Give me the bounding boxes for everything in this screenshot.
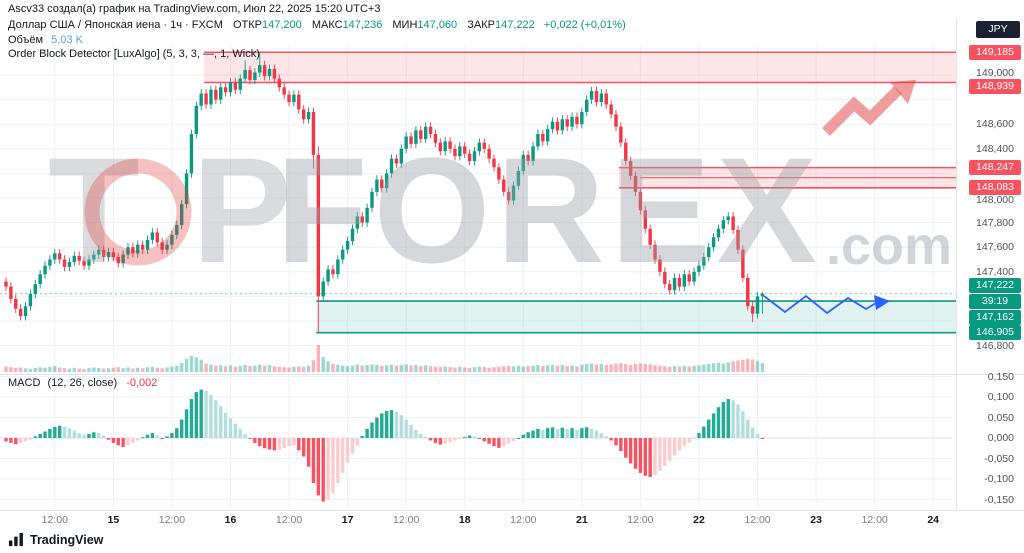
macd-name: MACD — [8, 377, 41, 389]
orderblock-indicator-legend[interactable]: Order Block Detector [LuxAlgo] (5, 3, 3,… — [8, 48, 260, 60]
macd-tick: 0,100 — [987, 391, 1014, 403]
close-label: ЗАКР — [467, 19, 495, 31]
price-level-label: 148,939 — [969, 79, 1021, 94]
high-label: МАКС — [311, 19, 343, 31]
macd-tick: 0,150 — [987, 370, 1014, 383]
volume-bars — [4, 344, 765, 372]
volume-value: 5,03 K — [51, 34, 83, 46]
time-label-day: 18 — [458, 514, 471, 526]
svg-text:.com: .com — [826, 216, 952, 276]
currency-badge[interactable]: JPY — [976, 21, 1020, 38]
svg-text:FOREX: FOREX — [276, 126, 823, 294]
price-level-label: 148,247 — [969, 160, 1021, 176]
price-tick: 149,000 — [976, 67, 1014, 79]
price-tick: 147,800 — [976, 216, 1014, 229]
low-value: 147,060 — [417, 19, 458, 31]
attribution-text: Ascv33 создал(а) график на TradingView.c… — [8, 3, 381, 15]
time-label-day: 16 — [224, 514, 237, 526]
projection-zigzag — [763, 294, 890, 315]
tradingview-brand-text[interactable]: TradingView — [30, 532, 104, 547]
macd-histogram — [4, 389, 765, 502]
high-value: 147,236 — [342, 19, 383, 31]
time-label-hour: 12:00 — [510, 514, 537, 526]
footer: TradingView — [8, 531, 103, 548]
time-label-hour: 12:00 — [275, 514, 303, 526]
watermark-arrow-icon — [822, 86, 902, 136]
time-label-hour: 12:00 — [744, 514, 771, 526]
time-label-hour: 12:00 — [41, 514, 68, 526]
price-level-label: 148,083 — [969, 180, 1021, 196]
macd-tick: -0,150 — [984, 493, 1014, 506]
change-value: +0,022 (+0,01%) — [543, 19, 626, 31]
time-label-hour: 12:00 — [627, 514, 654, 526]
time-label-hour: 12:00 — [861, 514, 888, 526]
tradingview-logo-icon — [8, 532, 23, 547]
time-label-day: 15 — [107, 514, 120, 526]
price-level-label: 149,185 — [969, 44, 1021, 60]
symbol-title: Доллар США / Японская иена · 1ч · FXCM — [8, 19, 223, 31]
svg-text:P: P — [192, 126, 292, 294]
time-label-day: 23 — [810, 514, 822, 526]
time-label-hour: 12:00 — [393, 514, 420, 526]
macd-tick: 0,050 — [987, 411, 1014, 424]
volume-label: Объём — [8, 34, 44, 46]
price-tick: 148,400 — [976, 142, 1014, 155]
order-block-zones — [204, 51, 956, 334]
close-value: 147,222 — [494, 19, 535, 31]
time-label-day: 22 — [693, 514, 705, 526]
price-tick: 146,800 — [976, 339, 1014, 352]
price-tick: 147,600 — [976, 241, 1014, 254]
price-level-label: 147,162 — [969, 309, 1021, 325]
price-tick: 148,000 — [976, 194, 1014, 206]
open-label: ОТКР — [232, 19, 262, 31]
svg-text:T: T — [48, 126, 140, 294]
macd-legend[interactable]: MACD (12, 26, close) -0,002 — [8, 377, 157, 389]
macd-tick: 0,000 — [987, 432, 1014, 444]
macd-params: (12, 26, close) — [47, 377, 118, 389]
watermark-ring — [84, 158, 192, 266]
price-tick: 147,400 — [976, 265, 1014, 278]
open-value: 147,200 — [262, 19, 302, 31]
time-label-day: 17 — [341, 514, 354, 526]
candlesticks — [4, 52, 765, 333]
macd-value: -0,002 — [126, 377, 158, 389]
price-level-label: 146,905 — [969, 325, 1021, 341]
time-label-day: 21 — [575, 514, 588, 526]
price-level-label: 147,222 — [969, 278, 1021, 294]
time-label-hour: 12:00 — [158, 514, 186, 526]
symbol-legend[interactable]: Доллар США / Японская иена · 1ч · FXCM О… — [8, 19, 626, 31]
bar-countdown-label: 39:19 — [969, 294, 1021, 310]
price-tick: 148,600 — [976, 118, 1014, 131]
low-label: МИН — [392, 19, 418, 31]
macd-tick: -0,100 — [984, 473, 1014, 485]
volume-legend[interactable]: Объём 5,03 K — [8, 34, 83, 46]
time-label-day: 24 — [927, 514, 940, 526]
macd-tick: -0,050 — [984, 452, 1014, 465]
